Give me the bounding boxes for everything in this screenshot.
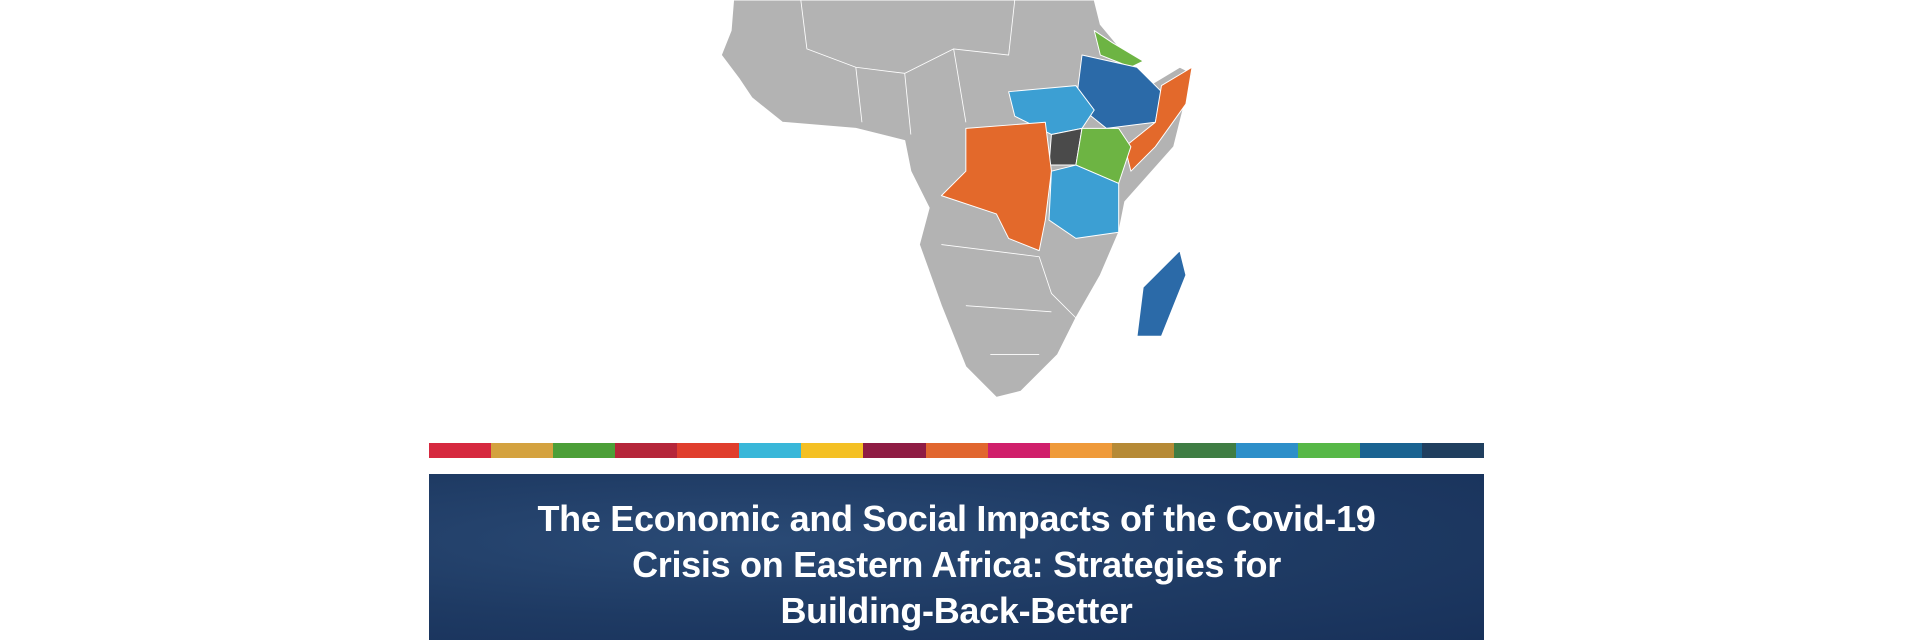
title-line: Crisis on Eastern Africa: Strategies for bbox=[632, 544, 1281, 585]
africa-map bbox=[720, 0, 1193, 398]
title-line: Building-Back-Better bbox=[780, 590, 1133, 631]
title-line: The Economic and Social Impacts of the C… bbox=[537, 498, 1376, 539]
color-strip bbox=[429, 443, 1485, 458]
title-banner: The Economic and Social Impacts of the C… bbox=[429, 474, 1484, 640]
